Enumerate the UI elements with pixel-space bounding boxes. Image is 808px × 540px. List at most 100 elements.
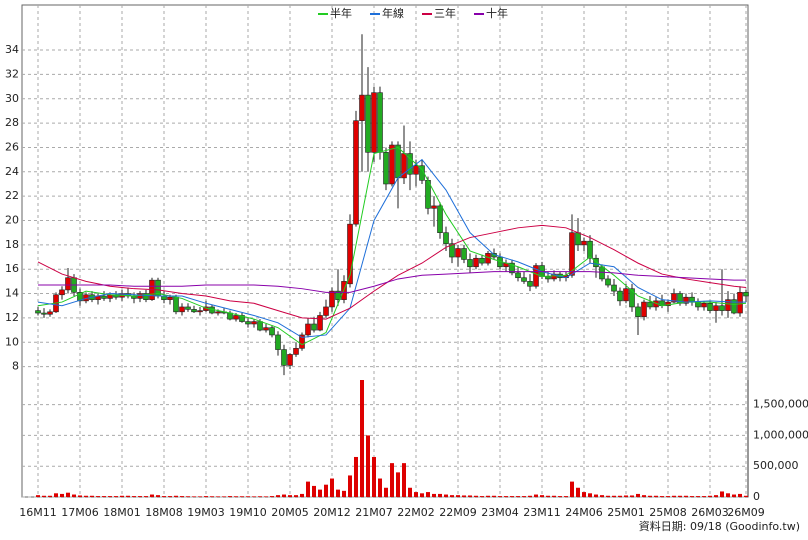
candle-body bbox=[431, 205, 437, 209]
volume-bar bbox=[354, 456, 358, 497]
candle-body bbox=[617, 290, 623, 302]
volume-bar bbox=[642, 495, 646, 497]
candle-body bbox=[299, 334, 305, 349]
candle-body bbox=[479, 257, 485, 264]
candle-body bbox=[545, 276, 551, 280]
y-tick-label: 32 bbox=[5, 67, 19, 80]
candle-body bbox=[35, 310, 41, 314]
candle-body bbox=[443, 232, 449, 244]
volume-bar bbox=[246, 496, 250, 497]
volume-bar bbox=[504, 496, 508, 497]
volume-bar bbox=[528, 495, 532, 497]
volume-bar bbox=[432, 493, 436, 497]
candle-body bbox=[167, 296, 173, 300]
candle-body bbox=[395, 144, 401, 179]
candle-body bbox=[629, 288, 635, 308]
volume-bar bbox=[258, 496, 262, 497]
x-tick-label: 25M08 bbox=[649, 506, 687, 519]
candle-body bbox=[695, 301, 701, 308]
y-tick-label: 12 bbox=[5, 311, 19, 324]
volume-bar bbox=[480, 496, 484, 497]
volume-bar bbox=[606, 495, 610, 497]
volume-bar bbox=[408, 487, 412, 497]
x-tick-label: 17M06 bbox=[61, 506, 99, 519]
volume-bar bbox=[78, 495, 82, 497]
volume-bar bbox=[582, 492, 586, 497]
legend-label: 三年 bbox=[434, 6, 456, 20]
volume-bar bbox=[426, 492, 430, 497]
volume-bar bbox=[60, 493, 64, 497]
volume-bar bbox=[276, 495, 280, 497]
y-tick-label: 28 bbox=[5, 116, 19, 129]
volume-bar bbox=[336, 489, 340, 497]
volume-bar bbox=[690, 496, 694, 497]
x-tick-label: 25M01 bbox=[607, 506, 645, 519]
legend-label: 十年 bbox=[486, 6, 508, 20]
candle-body bbox=[671, 293, 677, 303]
volume-bar bbox=[486, 495, 490, 497]
x-tick-label: 26M03 bbox=[691, 506, 729, 519]
candle-body bbox=[143, 293, 149, 300]
y-tick-label: 20 bbox=[5, 214, 19, 227]
x-tick-label: 19M03 bbox=[187, 506, 225, 519]
volume-bar bbox=[282, 494, 286, 497]
volume-bar bbox=[36, 495, 40, 497]
volume-bar bbox=[534, 494, 538, 497]
candle-body bbox=[359, 94, 365, 121]
volume-bar bbox=[222, 496, 226, 497]
y-tick-label: 34 bbox=[5, 43, 19, 56]
candle-body bbox=[515, 272, 521, 279]
volume-bar bbox=[324, 484, 328, 497]
volume-bar bbox=[624, 495, 628, 497]
volume-bar bbox=[378, 478, 382, 497]
x-tick-label: 22M09 bbox=[439, 506, 477, 519]
candle-body bbox=[743, 292, 749, 297]
volume-bar bbox=[204, 496, 208, 497]
ma-line bbox=[37, 146, 747, 346]
volume-bar bbox=[198, 496, 202, 497]
volume-bar bbox=[300, 493, 304, 497]
candle-body bbox=[269, 327, 275, 336]
volume-bar bbox=[612, 495, 616, 497]
candle-body bbox=[725, 299, 731, 311]
candle-body bbox=[215, 311, 221, 314]
candle-body bbox=[461, 248, 467, 260]
footer: 資料日期: 09/18 (Goodinfo.tw) bbox=[639, 519, 800, 533]
volume-bar bbox=[318, 489, 322, 497]
volume-bar bbox=[678, 495, 682, 497]
volume-bar bbox=[234, 496, 238, 497]
volume-bar bbox=[288, 495, 292, 497]
candle-body bbox=[611, 284, 617, 292]
candle-body bbox=[191, 309, 197, 313]
volume-bar bbox=[648, 495, 652, 497]
y-tick-label: 10 bbox=[5, 335, 19, 348]
x-tick-label: 23M04 bbox=[481, 506, 519, 519]
candle-body bbox=[197, 310, 203, 313]
volume-bar bbox=[450, 495, 454, 497]
candle-body bbox=[233, 315, 239, 320]
volume-bar bbox=[660, 496, 664, 497]
candle-body bbox=[365, 94, 371, 153]
volume-bar bbox=[180, 496, 184, 497]
candle-body bbox=[65, 277, 71, 291]
y-tick-label: 26 bbox=[5, 140, 19, 153]
volume-bar bbox=[252, 496, 256, 497]
candle-body bbox=[161, 295, 167, 300]
ma-line bbox=[37, 158, 746, 338]
y-tick-label: 24 bbox=[5, 165, 19, 178]
candle-body bbox=[569, 232, 575, 276]
candle-body bbox=[665, 301, 671, 307]
volume-bar bbox=[732, 494, 736, 497]
x-tick-label: 21M07 bbox=[355, 506, 393, 519]
volume-bar bbox=[240, 496, 244, 497]
volume-bar bbox=[462, 495, 466, 497]
candle-body bbox=[257, 321, 263, 331]
volume-bar bbox=[456, 495, 460, 497]
candle-body bbox=[509, 262, 515, 274]
volume-bar bbox=[438, 493, 442, 497]
candle-body bbox=[647, 301, 653, 308]
candle-body bbox=[179, 306, 185, 313]
volume-bar bbox=[630, 495, 634, 497]
volume-bar bbox=[672, 495, 676, 497]
candle-body bbox=[275, 334, 281, 350]
